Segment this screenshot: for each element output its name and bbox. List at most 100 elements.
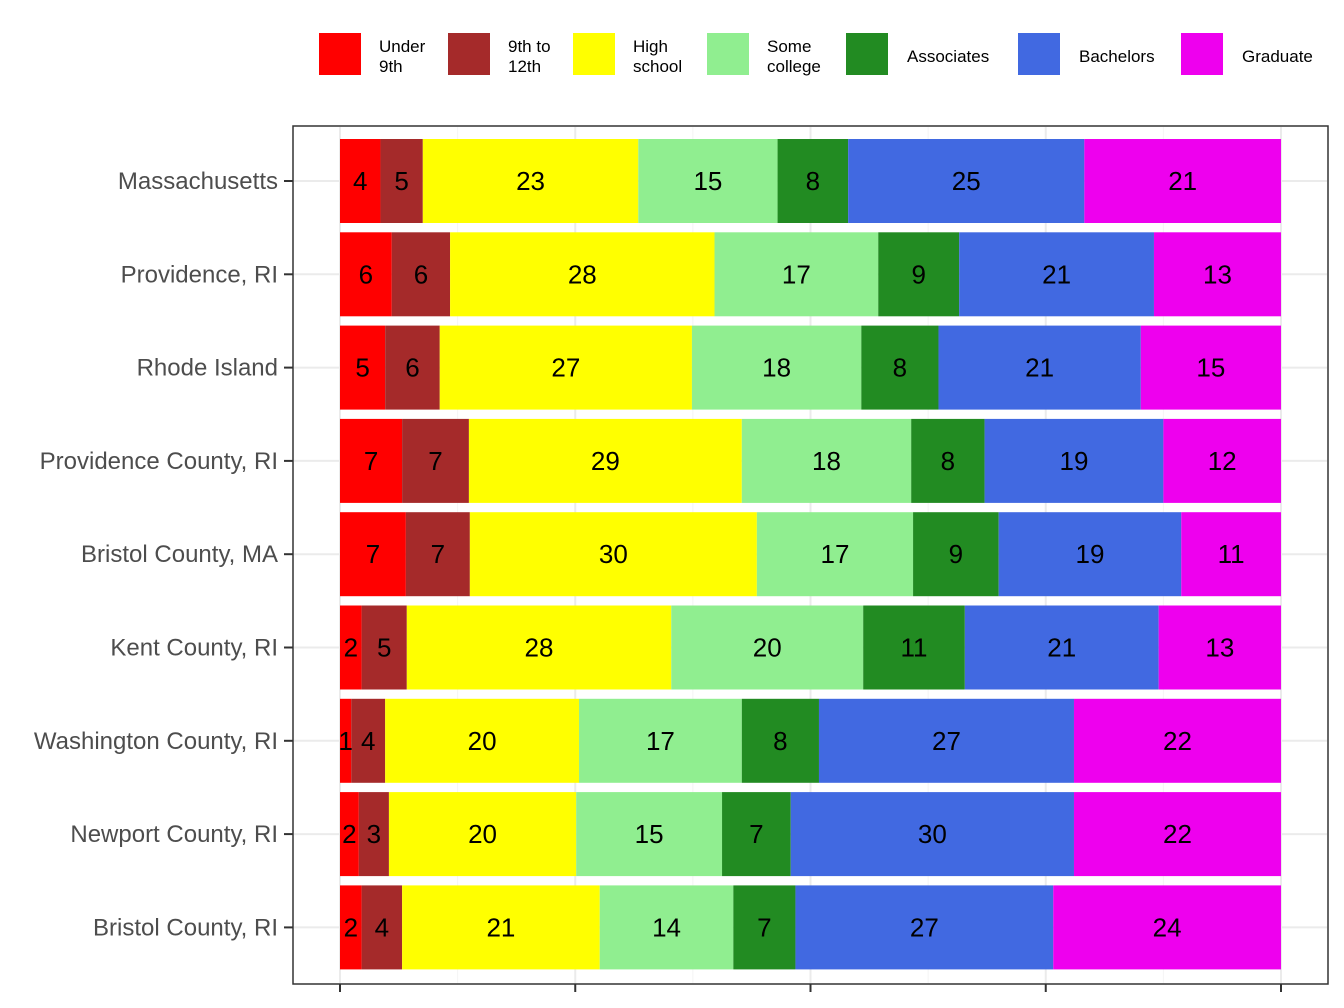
legend-label: High: [633, 37, 668, 56]
bar-segment: [340, 698, 352, 783]
bar-value-label: 21: [1168, 166, 1197, 196]
bar-value-label: 1: [338, 726, 352, 756]
legend-key: [846, 33, 888, 75]
panel-border: [292, 125, 1329, 985]
bar-value-label: 29: [591, 446, 620, 476]
bar-value-label: 15: [1196, 353, 1225, 383]
bar-value-label: 7: [431, 539, 445, 569]
bar-segment: [450, 232, 715, 317]
bar-segment: [468, 418, 742, 503]
bar-segment: [1084, 139, 1281, 223]
legend-label: 12th: [508, 57, 541, 76]
bar-segment: [402, 885, 600, 970]
y-tick-label: Providence County, RI: [40, 448, 278, 475]
bar-value-label: 18: [812, 446, 841, 476]
bar-value-label: 13: [1205, 633, 1234, 663]
bar-segment: [340, 885, 362, 970]
bar-segment: [790, 792, 1074, 877]
bar-value-label: 27: [910, 912, 939, 942]
bar-segment: [795, 885, 1054, 970]
legend-key: [707, 33, 749, 75]
bar-segment: [1181, 512, 1281, 597]
bar-value-label: 2: [342, 819, 356, 849]
bar-value-label: 5: [355, 353, 369, 383]
bar-segment: [913, 512, 999, 597]
bar-segment: [733, 885, 796, 970]
legend-label: Associates: [907, 47, 989, 66]
bar-segment: [741, 698, 819, 783]
bar-value-label: 6: [414, 259, 428, 289]
bar-value-label: 20: [468, 726, 497, 756]
bar-value-label: 11: [901, 633, 928, 663]
bar-segment: [1158, 605, 1281, 690]
legend-label: Bachelors: [1079, 47, 1155, 66]
bar-value-label: 12: [1208, 446, 1237, 476]
bar-segment: [714, 232, 879, 317]
bar-segment: [1073, 792, 1281, 877]
bar-segment: [579, 698, 742, 783]
bar-segment: [959, 232, 1154, 317]
bar-segment: [1140, 325, 1281, 410]
bar-value-label: 19: [1076, 539, 1105, 569]
bar-segment: [964, 605, 1159, 690]
bar-value-label: 24: [1153, 912, 1182, 942]
bar-segment: [861, 325, 939, 410]
bar-segment: [878, 232, 960, 317]
bar-value-label: 27: [932, 726, 961, 756]
bar-value-label: 27: [551, 353, 580, 383]
bar-value-label: 22: [1163, 726, 1192, 756]
legend-label: school: [633, 57, 682, 76]
bar-value-label: 4: [353, 166, 367, 196]
bar-value-label: 17: [782, 259, 811, 289]
bar-value-label: 21: [1042, 259, 1071, 289]
bar-segment: [340, 605, 362, 690]
bar-value-label: 19: [1060, 446, 1089, 476]
bar-value-label: 30: [918, 819, 947, 849]
bar-segment: [1153, 232, 1281, 317]
bar-value-label: 2: [344, 912, 358, 942]
bar-value-label: 22: [1163, 819, 1192, 849]
legend-label: 9th: [379, 57, 403, 76]
bar-value-label: 25: [952, 166, 981, 196]
bar-segment: [1053, 885, 1281, 970]
bar-value-label: 7: [749, 819, 763, 849]
bar-value-label: 17: [821, 539, 850, 569]
bar-segment: [998, 512, 1182, 597]
bar-value-label: 13: [1203, 259, 1232, 289]
legend-label: Some: [767, 37, 811, 56]
y-tick-label: Providence, RI: [121, 261, 278, 288]
legend-key: [573, 33, 615, 75]
y-tick-label: Bristol County, RI: [93, 914, 278, 941]
bar-value-label: 2: [344, 633, 358, 663]
bar-segment: [385, 325, 440, 410]
bar-value-label: 20: [753, 633, 782, 663]
bar-segment: [638, 139, 778, 223]
bar-value-label: 15: [635, 819, 664, 849]
bar-segment: [391, 232, 451, 317]
y-tick-label: Bristol County, MA: [81, 541, 278, 568]
y-tick-label: Newport County, RI: [70, 821, 278, 848]
bar-segment: [388, 792, 577, 877]
data-labels: 4 5 23 15 8 25 216 6 28 17 9 21 135 6 27 18 8 21 157 7 29 18 8…: [338, 166, 1244, 942]
bar-value-label: 14: [652, 912, 681, 942]
bar-segment: [405, 512, 470, 597]
bar-value-label: 21: [486, 912, 515, 942]
bar-segment: [361, 605, 407, 690]
bar-value-label: 9: [949, 539, 963, 569]
bar-segment: [406, 605, 672, 690]
bar-value-label: 3: [367, 819, 381, 849]
bar-value-label: 17: [646, 726, 675, 756]
bar-segment: [380, 139, 423, 223]
bar-value-label: 18: [762, 353, 791, 383]
bar-segment: [340, 792, 359, 877]
legend-label: college: [767, 57, 821, 76]
bar-value-label: 15: [693, 166, 722, 196]
bar-segment: [351, 698, 386, 783]
bar-value-label: 6: [359, 259, 373, 289]
bar-segment: [340, 325, 386, 410]
legend-label: Graduate: [1242, 47, 1313, 66]
bar-segment: [361, 885, 403, 970]
bar-value-label: 8: [806, 166, 820, 196]
